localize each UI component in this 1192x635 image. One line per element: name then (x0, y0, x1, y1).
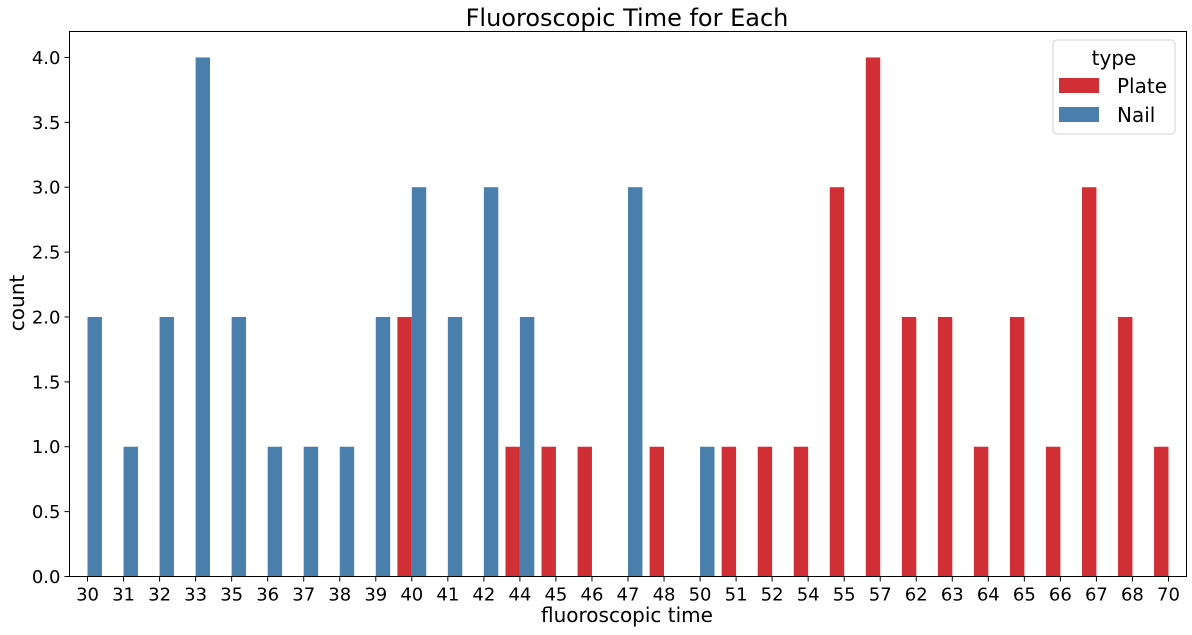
y-tick-label: 2.5 (32, 243, 61, 264)
bar-plate-64 (973, 446, 989, 577)
legend-title: type (1092, 46, 1137, 70)
bar-plate-48 (649, 446, 665, 577)
x-tick-label: 64 (977, 585, 1000, 606)
bar-nail-30 (87, 316, 102, 577)
bar-plate-63 (937, 316, 953, 577)
bar-nail-32 (159, 316, 174, 577)
x-tick-label: 35 (220, 585, 243, 606)
plot-frame (69, 31, 1187, 577)
bar-plate-55 (829, 187, 845, 577)
bar-nail-31 (123, 446, 138, 577)
bar-nail-41 (447, 316, 463, 577)
x-tick-label: 68 (1121, 585, 1144, 606)
x-tick-label: 67 (1085, 585, 1108, 606)
x-tick-label: 42 (472, 585, 495, 606)
y-tick-label: 3.5 (32, 113, 61, 134)
x-tick-label: 70 (1157, 585, 1180, 606)
bar-plate-51 (721, 446, 737, 577)
x-tick-label: 57 (869, 585, 892, 606)
x-tick-label: 36 (256, 585, 279, 606)
bar-nail-42 (483, 187, 499, 577)
bar-plate-40 (397, 316, 412, 577)
x-tick-label: 54 (797, 585, 820, 606)
bar-nail-44 (519, 316, 535, 577)
bar-plate-66 (1045, 446, 1061, 577)
legend: type Plate Nail (1052, 39, 1176, 135)
x-tick-label: 33 (184, 585, 207, 606)
x-tick-label: 66 (1049, 585, 1072, 606)
bar-nail-33 (195, 57, 211, 577)
bar-nail-50 (700, 446, 715, 577)
legend-swatch-plate (1059, 78, 1099, 93)
bar-plate-54 (793, 446, 809, 577)
bar-plate-62 (901, 316, 917, 577)
bar-plate-67 (1082, 187, 1097, 577)
y-axis-label: count (5, 275, 29, 332)
y-tick-label: 0.0 (32, 567, 61, 588)
bar-nail-36 (267, 446, 283, 577)
x-tick-label: 51 (725, 585, 748, 606)
x-tick-label: 40 (400, 585, 423, 606)
x-tick-label: 47 (617, 585, 640, 606)
bar-plate-45 (541, 446, 556, 577)
y-tick-label: 1.0 (32, 437, 61, 458)
x-tick-label: 62 (905, 585, 928, 606)
legend-label-plate: Plate (1117, 74, 1167, 98)
x-tick-label: 46 (581, 585, 604, 606)
bar-nail-39 (375, 316, 391, 577)
chart-title: Fluoroscopic Time for Each (466, 4, 789, 32)
x-tick-label: 63 (941, 585, 964, 606)
bar-nail-38 (339, 446, 355, 577)
bar-nail-47 (628, 187, 643, 577)
x-tick-label: 30 (76, 585, 99, 606)
bar-nail-37 (303, 446, 319, 577)
x-tick-label: 39 (364, 585, 387, 606)
bar-plate-65 (1009, 316, 1025, 577)
y-tick-label: 4.0 (32, 48, 61, 69)
x-tick-label: 38 (328, 585, 351, 606)
bar-plate-68 (1118, 316, 1133, 577)
bar-plate-52 (757, 446, 773, 577)
y-tick-label: 1.5 (32, 372, 61, 393)
x-tick-label: 41 (436, 585, 459, 606)
x-tick-label: 37 (292, 585, 315, 606)
bar-plate-44 (505, 446, 520, 577)
bar-plate-70 (1154, 446, 1169, 577)
y-tick-label: 0.5 (32, 502, 61, 523)
y-tick-label: 2.0 (32, 307, 61, 328)
legend-label-nail: Nail (1117, 103, 1155, 127)
x-tick-label: 45 (544, 585, 567, 606)
x-tick-label: 50 (689, 585, 712, 606)
x-tick-label: 44 (508, 585, 531, 606)
x-tick-label: 52 (761, 585, 784, 606)
x-tick-label: 32 (148, 585, 171, 606)
x-tick-label: 31 (112, 585, 135, 606)
y-tick-label: 3.0 (32, 178, 61, 199)
bar-plate-46 (577, 446, 592, 577)
legend-swatch-nail (1059, 107, 1099, 122)
x-tick-label: 65 (1013, 585, 1036, 606)
bar-plate-57 (865, 57, 881, 577)
x-axis-label: fluoroscopic time (541, 603, 713, 627)
x-tick-label: 48 (653, 585, 676, 606)
bar-nail-40 (411, 187, 427, 577)
bar-nail-35 (231, 316, 247, 577)
x-tick-label: 55 (833, 585, 856, 606)
